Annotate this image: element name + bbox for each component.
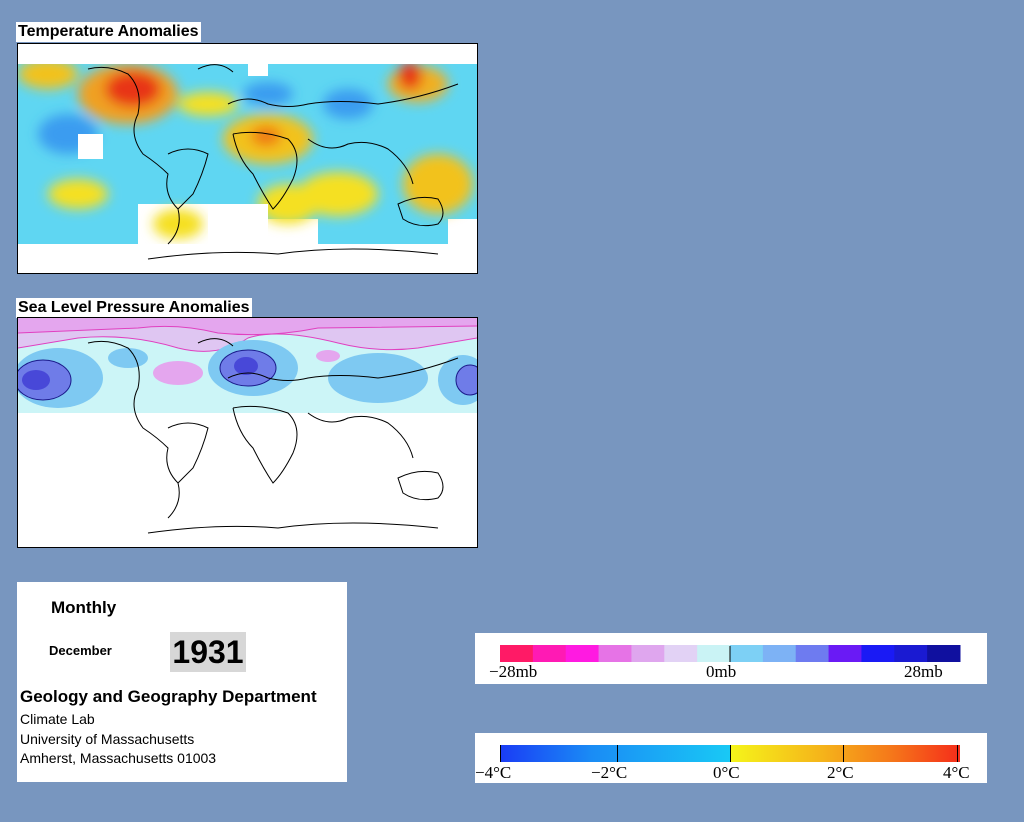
pressure-label-zero: 0mb bbox=[706, 662, 736, 681]
pressure-swatch bbox=[730, 645, 764, 662]
pressure-label-min: −28mb bbox=[489, 662, 537, 681]
pressure-swatch bbox=[927, 645, 961, 662]
temperature-colorbar: −4°C −2°C 0°C 2°C 4°C bbox=[475, 733, 987, 783]
year-display: 1931 bbox=[170, 632, 246, 672]
temperature-anomaly-map bbox=[17, 43, 478, 274]
pressure-colorbar: −28mb 0mb 28mb bbox=[475, 633, 987, 684]
pressure-swatch bbox=[828, 645, 862, 662]
info-panel: Monthly December 1931 Geology and Geogra… bbox=[17, 582, 347, 782]
pressure-anomaly-map bbox=[17, 317, 478, 548]
pressure-swatch bbox=[795, 645, 830, 662]
lab-name: Climate Lab bbox=[20, 711, 95, 727]
department-name: Geology and Geography Department bbox=[20, 687, 317, 706]
month-label: December bbox=[49, 643, 112, 658]
pressure-swatch bbox=[532, 645, 567, 662]
pressure-label-max: 28mb bbox=[904, 662, 943, 681]
pressure-swatch bbox=[861, 645, 895, 662]
pressure-map-title: Sea Level Pressure Anomalies bbox=[16, 298, 252, 318]
pressure-swatch bbox=[894, 645, 928, 662]
temperature-label-plus4: 4°C bbox=[943, 763, 970, 782]
pressure-swatch bbox=[664, 645, 698, 662]
pressure-swatch bbox=[697, 645, 731, 662]
pressure-swatch bbox=[631, 645, 665, 662]
temperature-label-minus4: −4°C bbox=[475, 763, 511, 782]
temperature-label-zero: 0°C bbox=[713, 763, 740, 782]
pressure-swatch bbox=[762, 645, 797, 662]
pressure-swatch bbox=[598, 645, 632, 662]
address-line: Amherst, Massachusetts 01003 bbox=[20, 750, 217, 766]
temperature-map-title: Temperature Anomalies bbox=[16, 22, 201, 42]
period-label: Monthly bbox=[51, 598, 117, 617]
university-name: University of Massachusetts bbox=[20, 731, 195, 747]
temperature-label-minus2: −2°C bbox=[591, 763, 627, 782]
pressure-swatch bbox=[500, 645, 534, 662]
pressure-swatch bbox=[565, 645, 600, 662]
temperature-label-plus2: 2°C bbox=[827, 763, 854, 782]
